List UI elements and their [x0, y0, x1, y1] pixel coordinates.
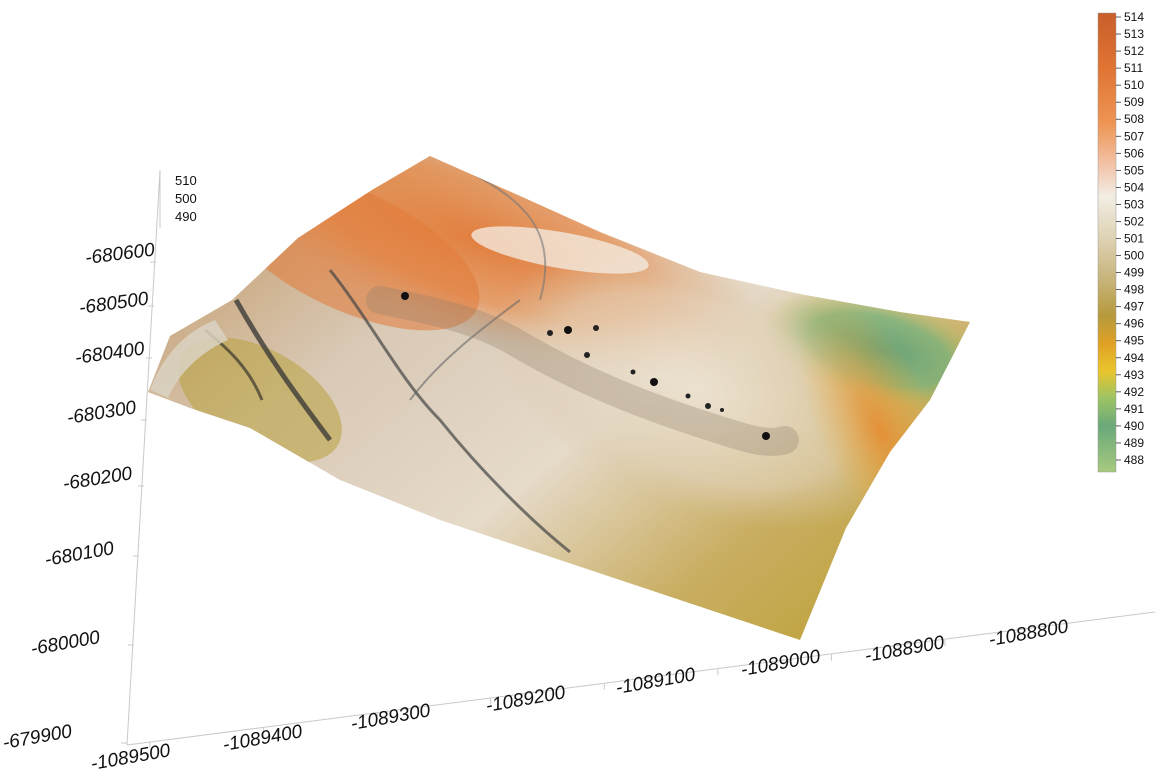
colorbar: 514 513 512 511 510 509 508 507 506 505 504 503 502 5…: [1098, 10, 1144, 472]
x-tick-label: -1089100: [614, 664, 697, 699]
colorbar-label: 511: [1124, 61, 1143, 75]
y-tick-label: -680600: [84, 240, 156, 269]
colorbar-label: 499: [1124, 266, 1144, 280]
x-tick-label: -1089000: [739, 646, 822, 681]
x-tick-label: -1089500: [89, 740, 172, 775]
colorbar-label: 492: [1124, 385, 1144, 399]
x-tick-label: -1088900: [863, 632, 946, 667]
x-tick-label: -1089300: [349, 700, 432, 735]
colorbar-label: 489: [1124, 436, 1144, 450]
colorbar-label: 509: [1124, 95, 1144, 109]
colorbar-label: 512: [1124, 44, 1144, 58]
colorbar-label: 491: [1124, 402, 1144, 416]
colorbar-label: 495: [1124, 334, 1144, 348]
y-tick-label: -680200: [61, 463, 134, 495]
colorbar-labels: 514 513 512 511 510 509 508 507 506 505 504 503 502 5…: [1124, 10, 1144, 467]
colorbar-label: 508: [1124, 112, 1144, 126]
x-tick-labels: -1089500 -1089400 -1089300 -1089200 -108…: [89, 616, 1070, 775]
colorbar-label: 494: [1124, 351, 1144, 365]
y-tick-label: -680500: [78, 288, 150, 319]
z-tick-label: 510: [175, 173, 197, 188]
colorbar-tick-marks: [1116, 17, 1121, 460]
colorbar-label: 500: [1124, 249, 1144, 263]
y-tick-label: -680300: [65, 397, 138, 429]
colorbar-label: 501: [1124, 232, 1144, 246]
colorbar-gradient: [1098, 13, 1116, 472]
colorbar-label: 506: [1124, 146, 1144, 160]
z-tick-labels: 510 500 490: [175, 173, 197, 224]
y-tick-label: -680100: [43, 538, 116, 571]
colorbar-label: 514: [1124, 10, 1144, 24]
colorbar-label: 488: [1124, 453, 1144, 467]
z-tick-label: 490: [175, 209, 197, 224]
y-tick-label: -679900: [1, 721, 74, 754]
x-tick-label: -1089200: [484, 682, 567, 717]
colorbar-label: 496: [1124, 317, 1144, 331]
y-tick-label: -680400: [74, 338, 146, 369]
colorbar-label: 490: [1124, 419, 1144, 433]
z-tick-label: 500: [175, 191, 197, 206]
colorbar-label: 504: [1124, 180, 1144, 194]
y-tick-labels: -679900 -680000 -680100 -680200 -680300 …: [1, 240, 156, 754]
terrain-surface: [148, 48, 1010, 640]
x-tick-label: -1089400: [221, 721, 304, 756]
colorbar-label: 498: [1124, 283, 1144, 297]
x-tick-label: -1088800: [987, 616, 1070, 651]
colorbar-label: 505: [1124, 163, 1144, 177]
colorbar-label: 507: [1124, 129, 1144, 143]
colorbar-label: 513: [1124, 27, 1144, 41]
colorbar-label: 497: [1124, 300, 1144, 314]
y-tick-label: -680000: [29, 627, 102, 660]
colorbar-label: 502: [1124, 214, 1144, 228]
colorbar-label: 503: [1124, 197, 1144, 211]
colorbar-label: 510: [1124, 78, 1144, 92]
colorbar-label: 493: [1124, 368, 1144, 382]
